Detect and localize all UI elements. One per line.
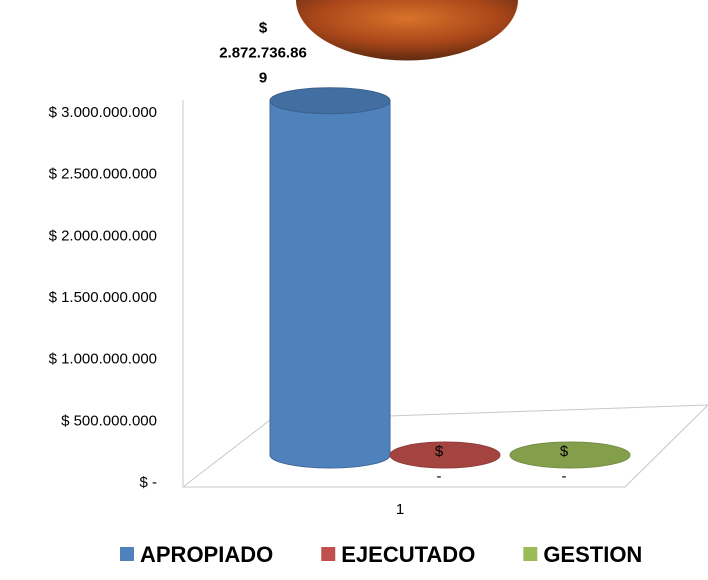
bar-body [269,100,391,469]
legend-swatch [120,547,134,561]
bar-top [389,441,501,469]
y-tick-label: $ 2.000.000.000 [49,227,157,244]
legend-label: EJECUTADO [341,542,475,567]
x-tick-label: 1 [396,501,404,518]
plot-frame [182,100,708,488]
bar [509,441,631,469]
bar [269,87,391,469]
bar-top [269,87,391,115]
legend-label: GESTION [543,542,642,567]
data-label: $ - [435,443,444,485]
y-tick-label: $ 500.000.000 [61,412,157,429]
y-tick-label: $ 2.500.000.000 [49,166,157,183]
legend-label: APROPIADO [140,542,273,567]
y-tick-label: $ 3.000.000.000 [49,104,157,121]
legend-swatch [321,547,336,561]
decorative-ball [296,0,518,61]
y-tick-label: $ 1.000.000.000 [49,351,157,368]
legend-swatch [523,547,538,561]
data-label: $2.872.736.86 9 [219,20,307,87]
y-tick-label: $ - [139,474,157,491]
bar [389,441,501,469]
bar-top [509,441,631,469]
data-label: $ - [560,443,569,485]
y-tick-label: $ 1.500.000.000 [49,289,157,306]
